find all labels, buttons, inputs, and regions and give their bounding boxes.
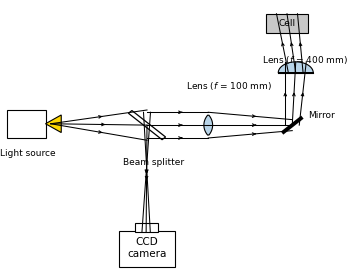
Text: Cell: Cell bbox=[279, 19, 295, 28]
Text: Lens ($f$ = 100 mm): Lens ($f$ = 100 mm) bbox=[186, 80, 272, 92]
Text: Light source: Light source bbox=[0, 148, 56, 158]
Bar bbox=[135, 223, 158, 232]
Text: Beam splitter: Beam splitter bbox=[124, 158, 184, 167]
Polygon shape bbox=[46, 115, 61, 133]
Text: Lens ($f$ = 400 mm): Lens ($f$ = 400 mm) bbox=[262, 54, 349, 66]
Bar bbox=[266, 14, 308, 33]
Polygon shape bbox=[278, 62, 313, 73]
Polygon shape bbox=[128, 111, 166, 140]
Bar bbox=[7, 110, 46, 138]
Text: CCD
camera: CCD camera bbox=[127, 237, 167, 259]
Text: Mirror: Mirror bbox=[308, 111, 335, 120]
Polygon shape bbox=[204, 115, 212, 135]
Bar bbox=[119, 231, 175, 267]
